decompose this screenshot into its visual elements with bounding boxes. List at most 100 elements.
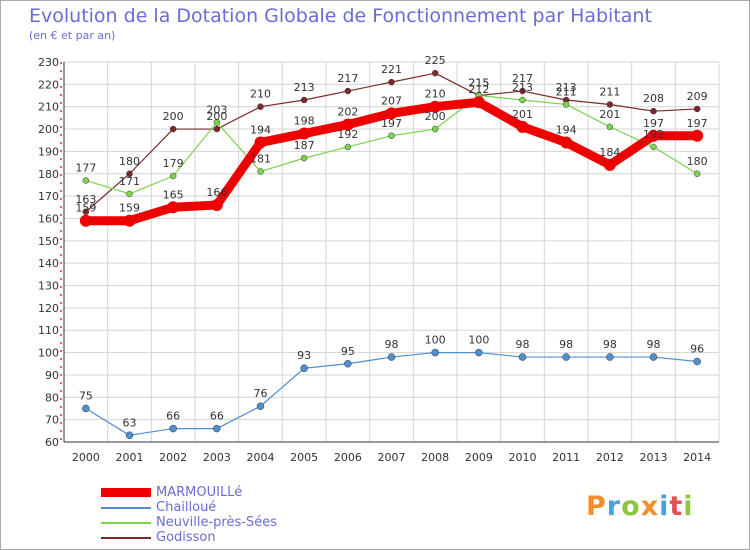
y-tick-label: 210 [38,101,59,114]
data-point [341,118,354,131]
data-point [300,364,308,372]
legend-swatch [101,522,151,524]
data-label: 95 [341,345,355,358]
data-point [472,96,485,109]
data-label: 210 [425,88,446,101]
data-point [475,348,483,357]
legend-swatch [101,537,151,539]
data-point [126,190,133,198]
data-point [518,353,527,361]
data-label: 184 [599,146,620,159]
data-point [388,132,395,140]
data-label: 194 [250,123,271,136]
data-point [519,87,526,95]
data-label: 66 [166,410,180,423]
legend-swatch [101,488,151,497]
y-tick-label: 160 [38,212,59,225]
y-tick-label: 130 [38,280,59,293]
chart-subtitle: (en € et par an) [29,29,116,42]
data-label: 165 [163,188,184,201]
data-point [169,172,177,180]
data-label: 213 [556,81,577,94]
data-point [562,353,570,361]
data-point [344,143,352,151]
data-point [213,424,221,433]
data-point [82,177,90,184]
data-label: 211 [556,85,577,98]
data-label: 201 [599,108,620,121]
data-point [388,78,395,86]
data-label: 208 [643,92,664,105]
x-tick-label: 2003 [203,451,231,464]
data-point [213,125,221,133]
data-label: 179 [163,157,184,170]
data-point [125,431,134,440]
data-label: 159 [119,202,140,215]
data-point [300,154,308,162]
data-point [257,103,264,110]
data-point [606,353,614,361]
data-point [431,348,439,357]
data-point [123,214,136,227]
y-tick-label: 170 [38,190,59,203]
data-label: 200 [206,110,227,123]
x-tick-label: 2008 [421,451,449,464]
data-label: 194 [556,123,577,136]
data-label: 100 [468,334,489,347]
x-tick-label: 2007 [378,451,406,464]
data-label: 98 [516,338,530,351]
data-point [519,96,526,104]
data-label: 207 [381,94,402,107]
data-point [516,120,529,133]
x-tick-label: 2010 [509,451,537,464]
data-label: 201 [512,108,533,121]
data-label: 213 [512,81,533,94]
y-tick-label: 110 [38,324,59,337]
data-label: 210 [250,88,271,101]
data-point [691,129,704,142]
data-point [254,136,267,149]
y-tick-label: 80 [45,391,59,404]
data-label: 215 [468,77,489,90]
y-tick-label: 190 [38,145,59,158]
y-tick-label: 230 [38,56,59,69]
data-point [210,199,223,212]
data-point [429,100,442,113]
data-label: 221 [381,63,402,76]
data-label: 166 [206,186,227,199]
data-label: 98 [385,338,399,351]
data-label: 180 [119,155,140,168]
x-tick-label: 2009 [465,451,493,464]
y-tick-label: 120 [38,302,59,315]
data-label: 63 [123,416,137,429]
data-point [650,143,657,151]
data-label: 192 [337,128,358,141]
logo-letter: P [586,491,607,522]
data-label: 98 [647,338,661,351]
data-label: 76 [254,387,268,400]
data-label: 217 [337,72,358,85]
data-point [431,125,439,133]
data-label: 202 [337,106,358,119]
x-tick-label: 2013 [640,451,668,464]
logo-letter: i [683,491,694,522]
series-lines [79,69,704,440]
data-point [82,404,90,413]
y-tick-label: 100 [38,347,59,360]
x-tick-label: 2011 [552,451,580,464]
data-point [169,424,177,433]
data-point [647,129,660,142]
data-point [562,101,570,108]
x-tick-label: 2002 [159,451,187,464]
logo-letter: i [659,491,670,522]
data-label: 96 [690,343,704,356]
data-label: 100 [425,334,446,347]
data-label: 181 [250,153,271,166]
x-tick-label: 2005 [290,451,318,464]
data-point [693,170,701,178]
y-tick-label: 150 [38,235,59,248]
data-label: 197 [643,117,664,130]
data-point [79,214,92,227]
data-label: 213 [294,81,315,94]
